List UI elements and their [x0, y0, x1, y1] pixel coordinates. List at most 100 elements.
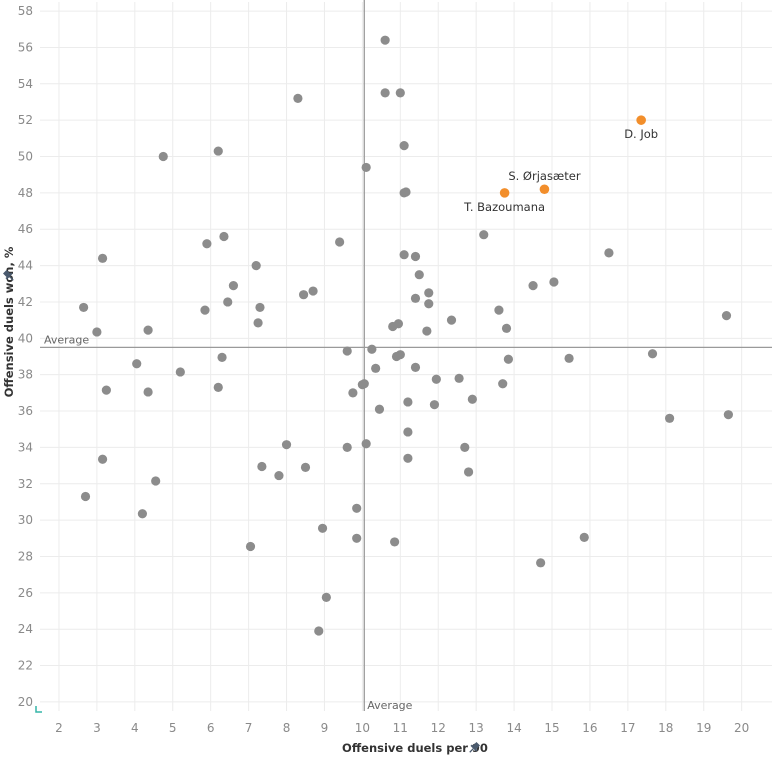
data-point[interactable]: [251, 261, 261, 271]
data-point[interactable]: [721, 310, 732, 321]
x-tick-label: 4: [131, 721, 139, 735]
highlighted-points[interactable]: [499, 115, 646, 198]
data-point[interactable]: [314, 626, 324, 636]
data-point[interactable]: [446, 315, 457, 325]
data-point[interactable]: [132, 359, 142, 369]
data-point[interactable]: [401, 187, 411, 197]
data-point[interactable]: [403, 397, 413, 407]
data-point[interactable]: [253, 318, 263, 328]
data-point[interactable]: [399, 250, 409, 260]
data-point[interactable]: [498, 379, 508, 389]
data-point[interactable]: [158, 151, 168, 162]
data-point[interactable]: [228, 281, 239, 291]
data-point[interactable]: [255, 302, 265, 313]
data-point[interactable]: [424, 299, 434, 309]
data-point[interactable]: [414, 270, 424, 280]
data-point[interactable]: [429, 400, 440, 410]
pin-icon[interactable]: [2, 269, 16, 283]
data-point[interactable]: [317, 523, 328, 533]
data-point[interactable]: [380, 35, 390, 45]
resize-handle-icon[interactable]: [35, 706, 42, 713]
data-point[interactable]: [223, 297, 233, 307]
data-point[interactable]: [454, 373, 464, 383]
data-point[interactable]: [137, 509, 148, 519]
data-point[interactable]: [664, 413, 675, 423]
data-point[interactable]: [352, 503, 362, 513]
data-point[interactable]: [403, 453, 413, 463]
data-point[interactable]: [298, 290, 309, 300]
data-point[interactable]: [424, 288, 434, 298]
data-point[interactable]: [335, 237, 345, 247]
data-point[interactable]: [395, 88, 405, 98]
data-point[interactable]: [579, 532, 589, 542]
data-point[interactable]: [245, 541, 256, 552]
data-point[interactable]: [321, 592, 331, 602]
data-point[interactable]: [467, 394, 477, 404]
data-point[interactable]: [410, 293, 421, 303]
data-point[interactable]: [357, 380, 367, 390]
data-point[interactable]: [410, 362, 421, 373]
data-point[interactable]: [80, 491, 91, 502]
data-point[interactable]: [463, 467, 474, 477]
data-point[interactable]: [503, 354, 514, 364]
data-point[interactable]: [97, 253, 108, 263]
y-tick-label: 42: [18, 295, 33, 309]
data-point[interactable]: [79, 302, 89, 313]
data-point[interactable]: [202, 239, 212, 249]
data-point[interactable]: [213, 146, 223, 156]
data-points[interactable]: [79, 35, 733, 636]
data-point[interactable]: [380, 88, 390, 98]
data-point[interactable]: [604, 248, 614, 258]
data-point[interactable]: [348, 388, 358, 398]
data-point[interactable]: [403, 427, 413, 437]
data-point[interactable]: [97, 454, 108, 464]
data-point[interactable]: [92, 327, 102, 337]
data-point[interactable]: [410, 251, 421, 262]
data-point[interactable]: [564, 353, 574, 363]
data-point[interactable]: [399, 141, 409, 151]
data-point[interactable]: [431, 374, 441, 384]
data-point[interactable]: [390, 537, 400, 547]
data-point[interactable]: [388, 321, 398, 332]
data-point[interactable]: [151, 476, 161, 486]
data-point[interactable]: [213, 382, 223, 393]
highlighted-point[interactable]: [539, 184, 550, 195]
data-point[interactable]: [494, 305, 504, 315]
data-point[interactable]: [219, 231, 229, 242]
data-point[interactable]: [281, 440, 292, 450]
data-point[interactable]: [422, 326, 432, 336]
data-point[interactable]: [371, 363, 381, 373]
data-point[interactable]: [391, 351, 402, 362]
data-point[interactable]: [274, 470, 284, 481]
data-point[interactable]: [528, 281, 538, 291]
data-point[interactable]: [361, 162, 371, 173]
data-point[interactable]: [143, 325, 153, 335]
data-point[interactable]: [479, 230, 489, 240]
data-point[interactable]: [101, 385, 111, 395]
data-point[interactable]: [374, 404, 385, 414]
data-point[interactable]: [308, 286, 318, 296]
data-point[interactable]: [300, 462, 311, 472]
y-tick-label: 44: [18, 259, 33, 273]
data-point[interactable]: [200, 305, 210, 315]
data-point[interactable]: [647, 349, 658, 359]
data-point[interactable]: [143, 387, 153, 397]
data-point[interactable]: [217, 352, 227, 363]
highlighted-point[interactable]: [636, 115, 646, 125]
data-point[interactable]: [536, 558, 546, 568]
data-point[interactable]: [361, 439, 371, 449]
highlighted-point[interactable]: [499, 188, 510, 198]
data-point[interactable]: [501, 323, 512, 333]
data-point[interactable]: [293, 93, 303, 103]
data-point[interactable]: [723, 410, 733, 420]
data-point[interactable]: [342, 442, 352, 452]
pin-icon[interactable]: [467, 741, 481, 755]
data-point[interactable]: [460, 442, 470, 452]
data-point[interactable]: [257, 461, 267, 472]
x-average-label: Average: [367, 699, 412, 712]
data-point[interactable]: [352, 533, 362, 543]
data-point[interactable]: [342, 346, 352, 356]
data-point[interactable]: [367, 344, 377, 354]
data-point[interactable]: [175, 367, 185, 377]
data-point[interactable]: [549, 277, 559, 287]
